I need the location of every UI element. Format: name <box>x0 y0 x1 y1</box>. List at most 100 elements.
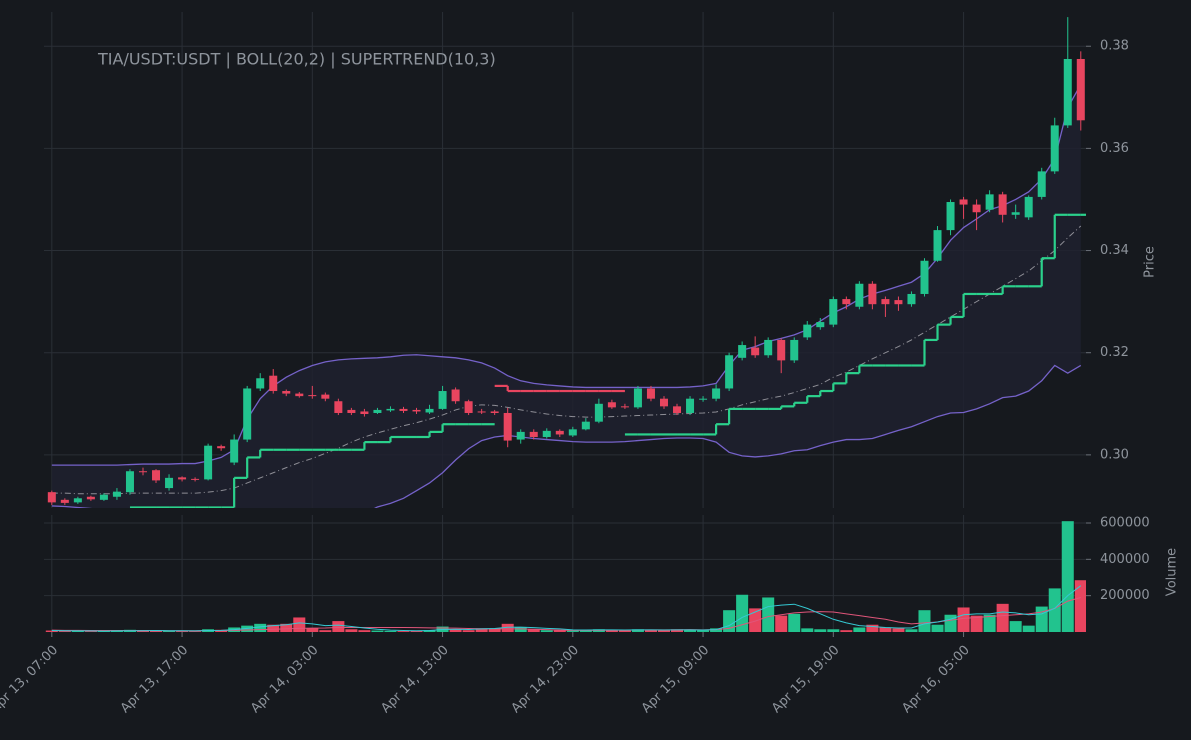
volume-bar <box>775 615 788 632</box>
volume-bar <box>136 630 150 632</box>
candle-body <box>125 471 134 493</box>
candle-body <box>881 299 890 305</box>
candle-body <box>178 477 187 480</box>
candle-body <box>568 429 577 436</box>
y-tick-label: 0.38 <box>1100 39 1129 54</box>
y-tick-label: 600000 <box>1100 515 1150 530</box>
volume-bar <box>319 630 332 632</box>
volume-bar <box>762 597 775 632</box>
candle-body <box>1076 58 1085 121</box>
chart-title: TIA/USDT:USDT | BOLL(20,2) | SUPERTREND(… <box>97 50 496 69</box>
volume-bar <box>879 627 892 632</box>
candle-body <box>959 199 968 205</box>
y-tick-label: 200000 <box>1100 588 1150 603</box>
candle-body <box>73 498 82 503</box>
volume-bar <box>788 613 801 632</box>
volume-panel <box>45 521 1086 632</box>
candle-body <box>633 388 642 408</box>
volume-bar <box>618 630 631 632</box>
volume-bar <box>189 631 202 632</box>
volume-bar <box>736 594 749 632</box>
candle-body <box>204 445 213 480</box>
y-tick-label: 0.32 <box>1100 345 1129 360</box>
volume-bar <box>293 617 306 632</box>
volume-bar <box>280 623 293 632</box>
volume-bar <box>1074 580 1086 632</box>
y-tick-label: 0.36 <box>1100 141 1129 156</box>
candle-body <box>464 401 473 413</box>
volume-bar <box>254 623 267 632</box>
y-tick-label: 400000 <box>1100 552 1150 567</box>
volume-bar <box>957 607 970 632</box>
volume-bar <box>462 630 475 632</box>
candle-body <box>816 322 825 328</box>
bb-lower-line <box>51 364 1082 508</box>
candle-body <box>842 299 851 305</box>
volume-bar <box>697 630 710 632</box>
bb-upper-line <box>51 84 1082 466</box>
candle-body <box>777 339 786 361</box>
y-tick-label: 0.30 <box>1100 447 1129 462</box>
volume-bar <box>71 630 84 632</box>
candle-body <box>803 324 812 338</box>
x-tick-label: Apr 14, 03:00 <box>248 643 321 716</box>
candle-body <box>60 499 69 503</box>
volume-bar <box>488 628 501 632</box>
candle-body <box>920 260 929 294</box>
candle-body <box>646 388 655 399</box>
candle-body <box>477 411 486 413</box>
candle-body <box>751 347 760 356</box>
volume-bar <box>501 623 514 632</box>
volume-bar <box>150 630 163 632</box>
volume-bar <box>644 629 657 632</box>
candle-body <box>529 431 538 437</box>
volume-bar <box>423 630 436 632</box>
volume-bar <box>449 629 462 632</box>
candle-body <box>790 339 799 361</box>
candle-body <box>594 403 603 422</box>
candle-body <box>516 431 525 440</box>
volume-bar <box>1048 588 1061 632</box>
band-fill <box>51 84 1081 508</box>
volume-bar <box>657 630 671 632</box>
candle-body <box>503 412 512 441</box>
volume-bar <box>1022 625 1035 632</box>
volume-bar <box>176 631 189 632</box>
candle-body <box>360 411 369 415</box>
candle-body <box>308 395 317 397</box>
candle-body <box>47 492 56 503</box>
candle-body <box>972 204 981 213</box>
volume-bar <box>605 629 618 632</box>
y-axis-title: Price <box>1143 246 1158 278</box>
volume-bar <box>996 603 1009 632</box>
x-tick-label: Apr 13, 07:00 <box>0 643 61 716</box>
candle-body <box>438 391 447 409</box>
candle-body <box>399 408 408 411</box>
x-tick-label: Apr 13, 17:00 <box>118 643 191 716</box>
volume-bar <box>267 624 280 632</box>
volume-bar <box>892 628 905 632</box>
volume-bar <box>384 630 397 632</box>
price-panel <box>47 17 1086 508</box>
candle-body <box>542 430 551 437</box>
candle-body <box>894 300 903 305</box>
candle-body <box>933 230 942 261</box>
volume-bar <box>827 629 840 632</box>
volume-bar <box>840 630 853 632</box>
candle-body <box>152 470 161 481</box>
volume-bar <box>853 627 866 632</box>
volume-bar <box>931 624 944 632</box>
volume-bar <box>970 615 983 632</box>
volume-bar <box>944 614 957 632</box>
volume-bar <box>163 630 176 632</box>
candle-body <box>1037 171 1046 197</box>
grid <box>44 12 1086 632</box>
volume-bar <box>684 629 697 632</box>
volume-bar <box>814 629 827 632</box>
candle-body <box>985 194 994 210</box>
candle-body <box>764 339 773 356</box>
x-tick-label: Apr 15, 09:00 <box>639 643 712 716</box>
volume-bar <box>983 614 996 632</box>
volume-bar <box>1061 521 1074 632</box>
